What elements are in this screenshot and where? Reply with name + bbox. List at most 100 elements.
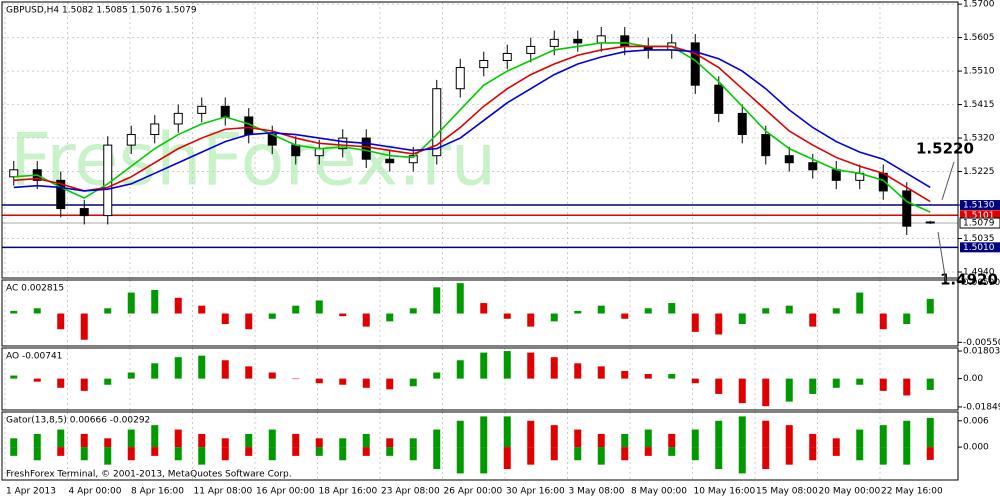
histogram-bar [268,313,276,319]
chart-title: GBPUSD,H4 1.5082 1.5085 1.5076 1.5079 [6,6,197,16]
histogram-bar [339,378,347,385]
x-tick-label: 15 May 08:00 [756,487,818,497]
gator-bar [409,438,417,448]
last-price-label: 1.5079 [963,219,995,229]
gator-bar [456,447,464,474]
candle-body [479,60,489,69]
histogram-bar [245,313,253,330]
gator-bar [644,429,652,448]
y-tick-label: 1.5320 [963,134,995,144]
gator-bar [57,447,65,456]
histogram-bar [644,308,652,314]
y-tick-label: -0.01849 [963,402,1000,412]
x-tick-label: 1 Apr 2013 [6,487,56,497]
y-tick-label: 1.5035 [963,234,995,244]
gator-bar [856,429,864,448]
x-tick-label: 22 May 16:00 [881,487,943,497]
x-tick-label: 18 Apr 16:00 [319,487,378,497]
gator-bar [691,447,699,461]
candle-body [902,190,912,227]
gator-bar [597,433,605,448]
histogram-bar [10,375,18,379]
histogram-bar [80,378,88,391]
candle-body [197,105,207,114]
histogram-bar [268,372,276,379]
histogram-bar [691,378,699,384]
candle-body [761,134,771,157]
x-tick-label: 16 Apr 00:00 [256,487,315,497]
histogram-bar [104,308,112,314]
y-tick-label: 1.5510 [963,67,995,77]
candle-body [126,134,136,146]
histogram-bar [809,378,817,394]
candle-body [432,88,442,157]
histogram-bar [292,378,300,380]
histogram-bar [550,357,558,379]
x-tick-label: 8 May 00:00 [631,487,687,497]
histogram-bar [80,313,88,340]
y-tick-label: 0.01803 [963,347,1000,357]
histogram-bar [362,378,370,388]
gator-bar [80,433,88,448]
histogram-bar [127,372,135,379]
histogram-bar [245,366,253,379]
histogram-bar [480,352,488,379]
candle-body [737,112,747,136]
histogram-bar [903,313,911,324]
gator-bar [785,425,793,448]
candle-body [784,155,794,164]
histogram-bar [574,363,582,379]
gator-bar [832,438,840,448]
histogram-bar [738,313,746,324]
gator-bar [127,447,135,461]
gator-bar [926,447,934,460]
gator-bar [198,433,206,448]
gator-bar [715,447,723,470]
candle-body [620,35,630,47]
histogram-bar [550,313,558,322]
x-tick-label: 3 May 08:00 [569,487,625,497]
gator-bar [621,433,629,448]
histogram-bar [785,305,793,314]
gator-bar [386,438,394,448]
histogram-bar [527,352,535,379]
gator-bar [785,447,793,465]
gator-bar [174,429,182,448]
gator-bar [856,447,864,461]
histogram-bar [151,289,159,314]
annotation-arrow [937,231,947,283]
x-tick-label: 30 Apr 16:00 [506,487,565,497]
histogram-bar [832,308,840,314]
y-tick-label: -0.00550 [963,338,1000,348]
histogram-bar [409,308,417,314]
gator-bar [245,433,253,448]
gator-bar [480,447,488,474]
gator-bar [527,420,535,448]
y-tick-label: 1.5700 [963,0,995,10]
y-tick-label: 0.00 [963,374,983,384]
gator-bar [10,438,18,448]
histogram-bar [315,300,323,314]
histogram-bar [503,351,511,379]
histogram-bar [456,283,464,314]
grid [2,2,958,480]
histogram-bar [738,378,746,404]
y-tick-label: 0.005907 [963,278,1000,288]
level-label: 1.5101 [963,211,995,221]
annotation-arrow [941,161,955,201]
histogram-bar [174,297,182,314]
histogram-bar [785,378,793,402]
histogram-bar [221,360,229,379]
x-tick-label: 20 May 00:00 [819,487,881,497]
gator-bar [315,447,323,456]
gator-bar [151,447,159,456]
histogram-bar [809,313,817,327]
gator-bar [738,447,746,474]
gator-bar [691,429,699,448]
histogram-bar [480,303,488,314]
gator-bar [221,438,229,448]
gator-bar [903,420,911,448]
gator-bar [738,416,746,448]
gator-bar [879,447,887,465]
